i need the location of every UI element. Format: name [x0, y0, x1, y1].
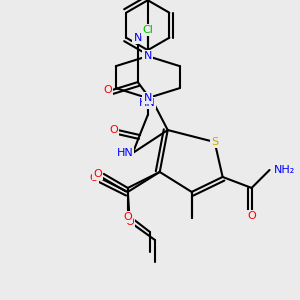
Text: N: N: [134, 33, 142, 43]
Text: O: O: [103, 85, 112, 95]
Text: O: O: [125, 217, 134, 227]
Text: Cl: Cl: [142, 25, 153, 35]
Text: O: O: [247, 211, 256, 221]
Text: S: S: [211, 137, 218, 147]
Text: N: N: [144, 51, 152, 61]
Text: NH₂: NH₂: [274, 165, 295, 175]
Text: O: O: [94, 169, 102, 179]
Text: N: N: [144, 93, 152, 103]
Text: O: O: [89, 173, 98, 183]
Text: HN: HN: [116, 148, 133, 158]
Text: O: O: [123, 212, 132, 222]
Text: O: O: [110, 125, 118, 135]
Text: HN: HN: [138, 98, 155, 108]
